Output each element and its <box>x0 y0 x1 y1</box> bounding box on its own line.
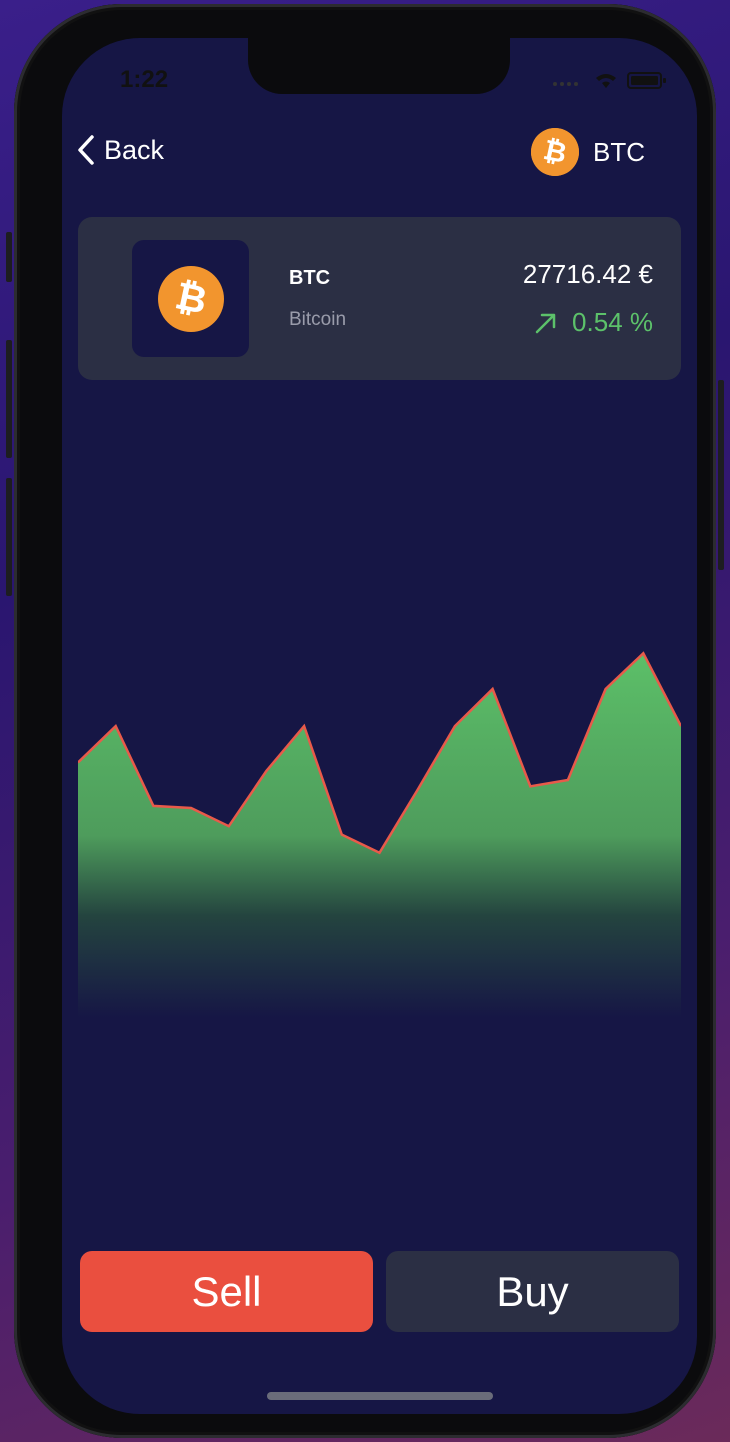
arrow-up-right-icon <box>535 313 556 333</box>
volume-down-button <box>6 478 12 596</box>
sell-button[interactable]: Sell <box>80 1251 373 1332</box>
price-chart <box>78 651 681 1018</box>
price-change-value: 0.54 % <box>572 307 653 337</box>
app-screen: 1:22 Back <box>62 38 697 1414</box>
power-button <box>718 380 724 570</box>
nav-coin-symbol: BTC <box>593 136 645 167</box>
coin-name: Bitcoin <box>289 309 347 330</box>
coin-icon-box: ₿ <box>132 240 249 357</box>
chevron-left-icon <box>78 135 94 165</box>
coin-price: 27716.42 € <box>522 259 653 289</box>
bitcoin-icon: ₿ <box>157 265 224 332</box>
buy-button[interactable]: Buy <box>386 1251 679 1332</box>
battery-icon <box>627 72 666 89</box>
phone-frame: 1:22 Back <box>6 4 724 1438</box>
signal-icon <box>553 82 578 86</box>
chart-area <box>78 653 681 1018</box>
price-change: 0.54 % <box>534 307 653 338</box>
back-label: Back <box>104 134 165 165</box>
wifi-icon <box>596 74 616 88</box>
home-indicator <box>267 1392 493 1400</box>
notch <box>248 38 510 94</box>
back-button[interactable]: Back <box>76 134 164 166</box>
status-icons <box>551 70 667 90</box>
mute-switch <box>6 232 12 282</box>
volume-up-button <box>6 340 12 458</box>
coin-symbol: BTC <box>289 267 331 289</box>
bitcoin-icon: ₿ <box>531 128 579 176</box>
coin-summary-card: ₿ BTC Bitcoin 27716.42 € 0.54 % <box>78 217 681 380</box>
chart-line <box>78 651 681 855</box>
nav-coin-indicator: ₿ BTC <box>531 128 645 176</box>
status-time: 1:22 <box>120 66 169 93</box>
